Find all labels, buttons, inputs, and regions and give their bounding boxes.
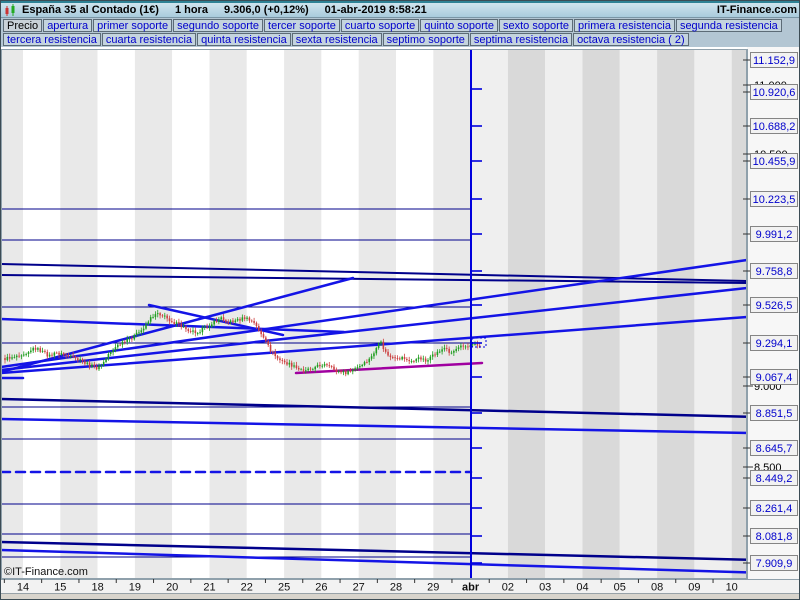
svg-text:22: 22 [241, 582, 253, 594]
svg-text:08: 08 [651, 582, 663, 594]
toolbar-row-2: tercera resistencia cuarta resistencia qui… [1, 32, 799, 46]
brand-label: IT-Finance.com [716, 4, 797, 16]
svg-text:04: 04 [576, 582, 588, 594]
toolbar-chip[interactable]: primer soporte [93, 19, 173, 32]
svg-text:27: 27 [353, 582, 365, 594]
price-scale[interactable]: 11.00010.5009.0008.50011.152,910.920,610… [743, 47, 800, 593]
svg-text:10.223,5: 10.223,5 [753, 194, 796, 206]
period-start-line[interactable] [470, 49, 482, 579]
toolbar-chip[interactable]: primera resistencia [574, 19, 675, 32]
watermark: ©IT-Finance.com [4, 566, 88, 578]
svg-text:10: 10 [726, 582, 738, 594]
time-axis[interactable]: 14 15 18 19 20 21 22 25 26 27 28 29 abr 02 03 04 05 08 09 1… [1, 579, 800, 593]
svg-text:9.526,5: 9.526,5 [756, 300, 793, 312]
toolbar-chip[interactable]: sexto soporte [498, 19, 574, 32]
candles [4, 309, 481, 377]
candlestick-icon [4, 3, 17, 17]
svg-text:03: 03 [539, 582, 551, 594]
svg-text:10.455,9: 10.455,9 [753, 156, 796, 168]
last-price: 9.306,0 (+0,12%) [223, 4, 309, 16]
svg-text:9.294,1: 9.294,1 [756, 338, 793, 350]
window-top-accent [1, 1, 799, 3]
svg-text:7.909,9: 7.909,9 [756, 558, 793, 570]
toolbar-chip[interactable]: quinta resistencia [197, 33, 291, 46]
toolbar-chip[interactable]: cuarta resistencia [101, 33, 197, 46]
svg-text:26: 26 [315, 582, 327, 594]
svg-text:19: 19 [129, 582, 141, 594]
toolbar-chip[interactable]: tercer soporte [264, 19, 340, 32]
svg-text:9.991,2: 9.991,2 [756, 229, 793, 241]
indicator-toolbar: Precio apertura primer soporte segundo sopo… [1, 18, 799, 47]
svg-text:10.688,2: 10.688,2 [753, 121, 796, 133]
timeframe-label: 1 hora [174, 4, 208, 16]
toolbar-chip[interactable]: apertura [43, 19, 93, 32]
svg-text:10.920,6: 10.920,6 [753, 87, 796, 99]
svg-text:02: 02 [502, 582, 514, 594]
svg-text:8.081,8: 8.081,8 [756, 531, 793, 543]
svg-text:8.261,4: 8.261,4 [756, 503, 793, 515]
svg-text:11.152,9: 11.152,9 [753, 55, 795, 67]
instrument-title: España 35 al Contado (1€) [22, 4, 159, 16]
svg-text:8.645,7: 8.645,7 [756, 443, 793, 455]
svg-text:09: 09 [688, 582, 700, 594]
title-bar: España 35 al Contado (1€) 1 hora 9.306,0… [1, 3, 799, 18]
svg-text:9.758,8: 9.758,8 [756, 266, 793, 278]
plot-border [1, 49, 747, 579]
toolbar-chip[interactable]: sexta resistencia [291, 33, 382, 46]
svg-text:9.067,4: 9.067,4 [756, 372, 793, 384]
toolbar-chip[interactable]: septimo soporte [382, 33, 469, 46]
svg-text:©IT-Finance.com: ©IT-Finance.com [4, 566, 88, 578]
toolbar-row-1: Precio apertura primer soporte segundo sopo… [1, 18, 799, 32]
svg-text:abr: abr [462, 582, 480, 594]
svg-text:05: 05 [614, 582, 626, 594]
toolbar-chip[interactable]: segunda resistencia [675, 19, 782, 32]
svg-text:29: 29 [427, 582, 439, 594]
toolbar-chip[interactable]: segundo soporte [173, 19, 264, 32]
svg-text:8.449,2: 8.449,2 [756, 473, 793, 485]
datetime-label: 01-abr-2019 8:58:21 [324, 4, 427, 16]
trend-lines[interactable] [1, 258, 800, 576]
price-chart[interactable]: ©IT-Finance.com11.00010.5009.0008.50011.… [1, 47, 800, 593]
toolbar-chip[interactable]: Precio [3, 19, 43, 32]
svg-text:8.851,5: 8.851,5 [756, 408, 793, 420]
window-bottom-frame [1, 593, 799, 599]
svg-text:20: 20 [166, 582, 178, 594]
toolbar-chip[interactable]: cuarto soporte [340, 19, 420, 32]
svg-text:15: 15 [54, 582, 66, 594]
toolbar-chip[interactable]: quinto soporte [420, 19, 498, 32]
toolbar-chip[interactable]: septima resistencia [469, 33, 573, 46]
svg-text:14: 14 [17, 582, 29, 594]
toolbar-chip[interactable]: tercera resistencia [3, 33, 101, 46]
svg-text:21: 21 [203, 582, 215, 594]
svg-text:18: 18 [91, 582, 103, 594]
toolbar-chip[interactable]: octava resistencia ( 2) [573, 33, 689, 46]
svg-text:28: 28 [390, 582, 402, 594]
day-stripes [1, 49, 747, 579]
current-price-marker [471, 337, 487, 348]
svg-text:25: 25 [278, 582, 290, 594]
